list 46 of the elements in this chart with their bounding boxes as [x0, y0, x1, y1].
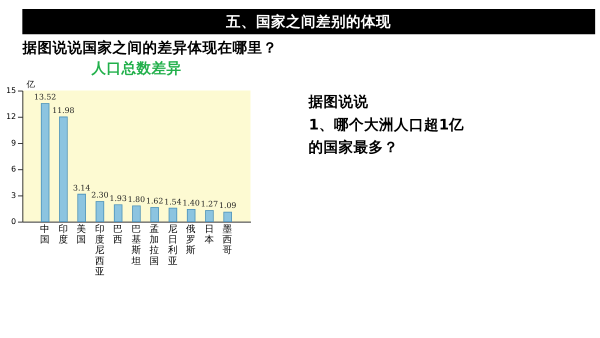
- y-tick-label: 12: [6, 112, 16, 122]
- y-tick-label: 3: [11, 190, 16, 200]
- bar: [186, 209, 196, 222]
- bar: [223, 212, 232, 222]
- y-tick-label: 6: [11, 164, 16, 174]
- y-axis-title: 亿: [26, 79, 36, 90]
- x-tick-label: 日本: [204, 224, 214, 246]
- data-label: 11.98: [52, 106, 75, 116]
- data-label: 13.52: [34, 92, 56, 102]
- bar: [168, 208, 178, 222]
- text: 1、哪个大洲人口超1亿: [308, 116, 465, 134]
- x-tick-label: 墨西哥: [222, 224, 233, 256]
- data-label: 1.80: [128, 195, 146, 204]
- y-tick-label: 15: [6, 86, 16, 95]
- x-tick-label: 尼日利亚: [168, 224, 178, 267]
- bar: [59, 116, 68, 222]
- data-label: 2.30: [91, 190, 109, 200]
- text: 的国家最多？: [308, 138, 399, 156]
- data-label: 1.27: [200, 200, 218, 209]
- bar: [114, 204, 122, 222]
- x-tick-label: 美国: [76, 222, 87, 246]
- text: 据图说说国家之间的差异体现在哪里？: [21, 38, 278, 57]
- bar: [40, 103, 50, 222]
- x-tick-label: 印度: [58, 222, 68, 246]
- data-label: 1.93: [110, 194, 127, 203]
- x-tick-label: 孟加拉国: [150, 224, 160, 267]
- data-label: 1.40: [182, 198, 200, 208]
- x-tick-label: 中国: [40, 222, 50, 246]
- bar: [205, 210, 214, 222]
- data-label: 3.14: [73, 183, 90, 192]
- bar: [77, 194, 86, 222]
- x-tick-label: 印度尼西亚: [94, 222, 105, 278]
- bar: [150, 207, 159, 222]
- bar: [96, 201, 104, 222]
- x-tick-label: 俄罗斯: [186, 222, 196, 256]
- y-tick-label: 0: [11, 217, 16, 226]
- chart-title: 人口总数差异: [90, 60, 182, 78]
- x-tick-label: 巴西: [113, 224, 124, 246]
- y-tick-label: 9: [11, 138, 16, 148]
- bar: [132, 206, 141, 222]
- x-tick-label: 巴基斯坦: [130, 224, 142, 267]
- text: 五、国家之间差别的体现: [225, 12, 392, 30]
- text: 据图说说: [308, 94, 370, 111]
- data-label: 1.62: [146, 196, 164, 206]
- data-label: 1.09: [219, 201, 236, 210]
- data-label: 1.54: [164, 197, 182, 206]
